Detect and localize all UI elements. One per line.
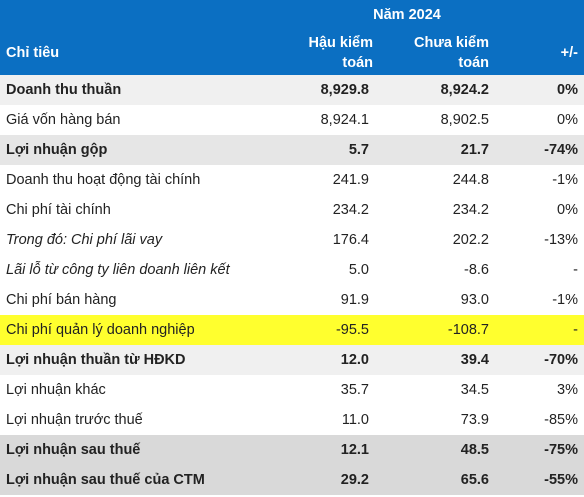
table-row: Doanh thu hoạt động tài chính 241.9 244.8 -… [0, 165, 584, 195]
value-cell: 21.7 [375, 135, 495, 165]
column-header-text: Hậu kiểm toán [308, 34, 373, 71]
value-cell: 93.0 [460, 292, 489, 308]
row-label: Doanh thu hoạt động tài chính [6, 172, 201, 188]
row-label: Doanh thu thuần [0, 75, 285, 105]
value-cell: 8,929.8 [285, 75, 375, 105]
row-label: Lợi nhuận sau thuế [0, 435, 285, 465]
value-cell: -8.6 [464, 262, 489, 278]
column-header-text: Chưa kiểm toán [414, 34, 489, 71]
value-cell: 73.9 [460, 412, 489, 428]
row-label: Lợi nhuận trước thuế [6, 412, 143, 428]
value-cell: 0% [557, 112, 578, 128]
value-cell: -108.7 [375, 315, 495, 345]
value-cell: 35.7 [340, 382, 369, 398]
row-label: Chi phí quản lý doanh nghiệp [0, 315, 285, 345]
value-cell: 34.5 [460, 382, 489, 398]
value-cell: 234.2 [332, 202, 369, 218]
value-cell: 29.2 [285, 465, 375, 495]
year-header: Năm 2024 [285, 0, 495, 30]
value-cell: -74% [495, 135, 584, 165]
value-cell: 39.4 [375, 345, 495, 375]
table-row: Lợi nhuận gộp 5.7 21.7 -74% [0, 135, 584, 165]
header-row: Năm 2024 [0, 0, 584, 30]
table-row: Lợi nhuận sau thuế 12.1 48.5 -75% [0, 435, 584, 465]
value-cell: 3% [557, 382, 578, 398]
table-row: Giá vốn hàng bán 8,924.1 8,902.5 0% [0, 105, 584, 135]
value-cell: 48.5 [375, 435, 495, 465]
value-cell: 12.1 [285, 435, 375, 465]
value-cell: 91.9 [340, 292, 369, 308]
table-row: Lợi nhuận trước thuế 11.0 73.9 -85% [0, 405, 584, 435]
value-cell: 12.0 [285, 345, 375, 375]
value-cell: 5.7 [285, 135, 375, 165]
row-label: Chi phí tài chính [6, 202, 111, 218]
value-cell: -95.5 [285, 315, 375, 345]
value-cell: 202.2 [452, 232, 489, 248]
value-cell: 176.4 [332, 232, 369, 248]
value-cell: -13% [544, 232, 578, 248]
table-row: Chi phí tài chính 234.2 234.2 0% [0, 195, 584, 225]
table-row: Chi phí quản lý doanh nghiệp -95.5 -108.7- [0, 315, 584, 345]
table-row: Lợi nhuận khác 35.7 34.5 3% [0, 375, 584, 405]
value-cell: 234.2 [452, 202, 489, 218]
table-row: Lãi lỗ từ công ty liên doanh liên kết 5.0… [0, 255, 584, 285]
table-row: Doanh thu thuần 8,929.8 8,924.2 0% [0, 75, 584, 105]
header-cell [495, 0, 584, 30]
value-cell: 8,924.2 [375, 75, 495, 105]
row-label: Lợi nhuận gộp [0, 135, 285, 165]
row-label: Lợi nhuận khác [6, 382, 106, 398]
value-cell: -85% [544, 412, 578, 428]
value-cell: -75% [495, 435, 584, 465]
value-cell: -55% [495, 465, 584, 495]
value-cell: 65.6 [375, 465, 495, 495]
value-cell: 8,902.5 [440, 112, 489, 128]
value-cell: 11.0 [341, 412, 369, 428]
column-header: Chưa kiểm toán [375, 30, 495, 75]
value-cell: 5.0 [348, 262, 369, 278]
table-row: Lợi nhuận thuần từ HĐKD 12.0 39.4 -70% [0, 345, 584, 375]
row-label: Trong đó: Chi phí lãi vay [6, 232, 163, 248]
row-label: Chi phí bán hàng [6, 292, 117, 308]
header-cell [0, 0, 285, 30]
value-cell: - [573, 262, 578, 278]
column-header: Chỉ tiêu [0, 30, 285, 75]
value-cell: -70% [495, 345, 584, 375]
row-label: Lãi lỗ từ công ty liên doanh liên kết [6, 262, 230, 278]
row-label: Lợi nhuận sau thuế của CTM [0, 465, 285, 495]
value-cell: - [495, 315, 584, 345]
row-label: Giá vốn hàng bán [6, 112, 121, 128]
value-cell: -1% [552, 292, 578, 308]
column-header: Hậu kiểm toán [285, 30, 375, 75]
value-cell: -1% [552, 172, 578, 188]
row-label: Lợi nhuận thuần từ HĐKD [0, 345, 285, 375]
table-row: Lợi nhuận sau thuế của CTM 29.2 65.6 -55% [0, 465, 584, 495]
value-cell: 0% [557, 202, 578, 218]
value-cell: 0% [495, 75, 584, 105]
table-row: Trong đó: Chi phí lãi vay 176.4 202.2 -13% [0, 225, 584, 255]
table-row: Chi phí bán hàng 91.9 93.0 -1% [0, 285, 584, 315]
table-body: Doanh thu thuần 8,929.8 8,924.2 0% Giá vốn h… [0, 75, 584, 495]
column-header: +/- [495, 30, 584, 75]
value-cell: 8,924.1 [320, 112, 369, 128]
header-row: Chỉ tiêu Hậu kiểm toán Chưa kiểm toán +/… [0, 30, 584, 75]
value-cell: 241.9 [332, 172, 369, 188]
value-cell: 244.8 [452, 172, 489, 188]
